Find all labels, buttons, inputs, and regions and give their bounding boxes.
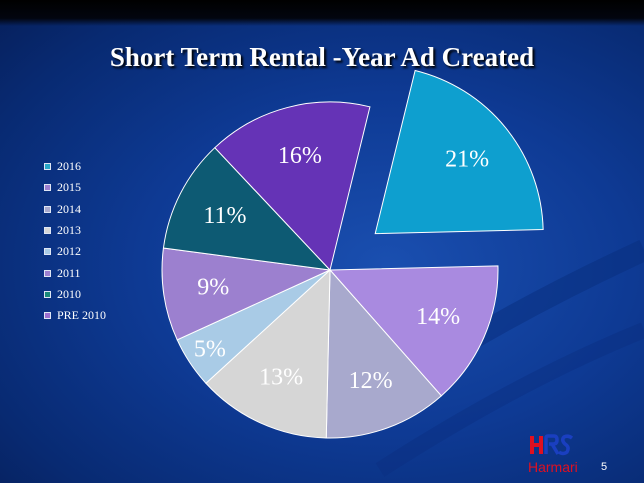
legend-item: 2015 <box>44 177 106 198</box>
legend-label: 2010 <box>57 286 81 301</box>
legend-item: 2014 <box>44 199 106 220</box>
brand-name: Harmari <box>528 459 578 475</box>
legend-swatch <box>44 269 51 277</box>
legend-label: PRE 2010 <box>57 308 107 323</box>
slice-value-label: 12% <box>349 368 393 394</box>
legend-label: 2015 <box>57 180 81 195</box>
pie-slice-2014 <box>325 268 443 439</box>
page-number: 5 <box>601 461 608 473</box>
legend-item: 2016 <box>44 156 106 177</box>
legend-label: 2013 <box>57 223 81 238</box>
harmari-logo-icon <box>530 434 574 456</box>
legend-item: 2011 <box>44 262 106 283</box>
legend-item: 2013 <box>44 220 106 241</box>
legend-item: 2010 <box>44 284 106 305</box>
pie-slice-2011 <box>161 247 332 341</box>
pie-slice-2013 <box>205 268 331 439</box>
slice-value-label: 9% <box>197 274 229 300</box>
slice-value-label: 5% <box>194 336 226 362</box>
legend-label: 2011 <box>57 265 81 280</box>
chart-legend: 2016 2015 2014 2013 2012 2011 2010 PRE 2010 <box>44 156 106 326</box>
legend-item: 2012 <box>44 241 106 262</box>
chart-title: Short Term Rental -Year Ad Created <box>109 42 535 72</box>
legend-swatch <box>44 227 51 235</box>
slice-value-label: 21% <box>445 147 489 173</box>
slice-value-label: 14% <box>416 304 460 330</box>
pie-slice-2016 <box>374 69 544 235</box>
slide-top-bar <box>0 0 644 26</box>
pie-slice-2010 <box>162 146 332 271</box>
brand-logo: Harmari <box>528 434 590 480</box>
legend-label: 2016 <box>57 159 81 174</box>
slice-value-label: 11% <box>203 203 246 229</box>
legend-label: 2014 <box>57 201 81 216</box>
slice-value-label: 16% <box>278 143 322 169</box>
legend-swatch <box>44 205 51 213</box>
pie-slice-2015 <box>328 265 499 397</box>
legend-swatch <box>44 184 51 192</box>
legend-swatch <box>44 290 51 298</box>
slice-value-label: 13% <box>259 364 303 390</box>
legend-swatch <box>44 312 51 320</box>
legend-item: PRE 2010 <box>44 305 106 326</box>
pie-slice-pre-2010 <box>214 101 371 272</box>
legend-label: 2012 <box>57 244 81 259</box>
legend-swatch <box>44 248 51 256</box>
legend-swatch <box>44 163 51 171</box>
